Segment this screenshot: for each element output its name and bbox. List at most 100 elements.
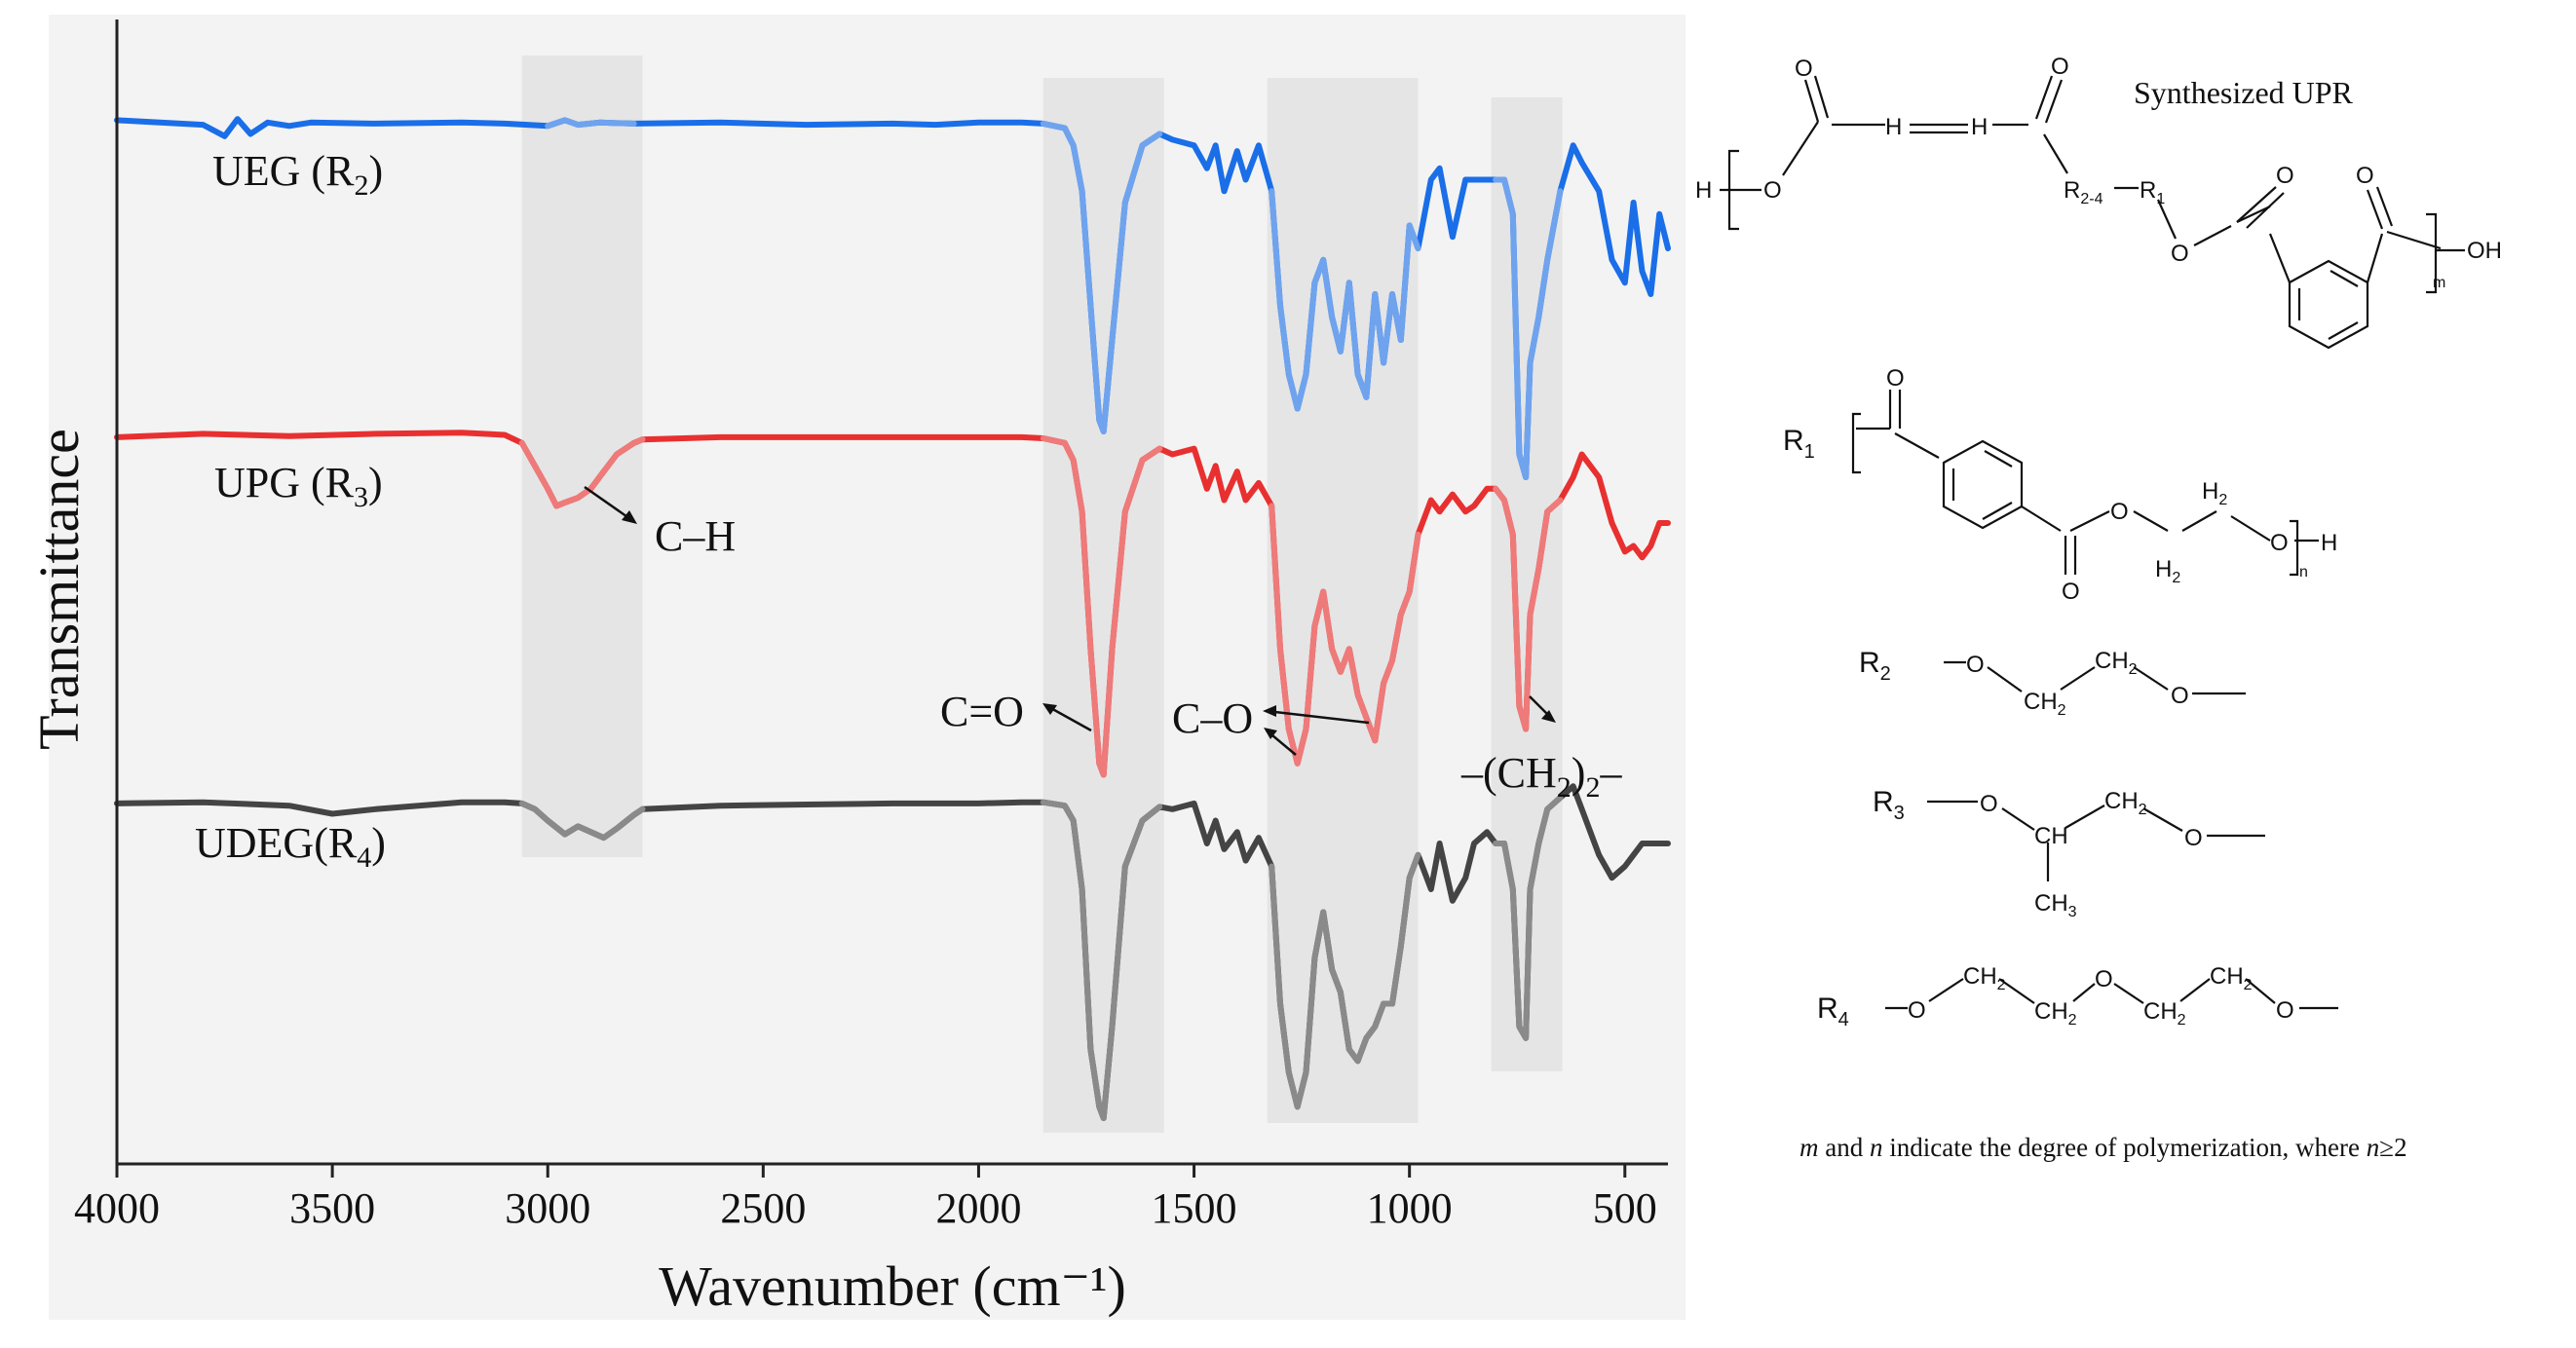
upr-o-top1: O: [1795, 56, 1813, 82]
x-tick-label-1000: 1000: [1367, 1184, 1453, 1232]
arrowhead-co-double: [1042, 703, 1057, 715]
upr-ch1: H: [1885, 114, 1902, 140]
ring-double-2: [2328, 321, 2359, 340]
r2-o1: O: [1966, 652, 1985, 678]
structure-r4: [1885, 978, 2338, 1010]
series-band-segment-2-3: [1493, 795, 1564, 1041]
highlight-bands: [521, 56, 1563, 1133]
series-band-segment-0-0: [545, 117, 637, 130]
r1-bond-ring: [1894, 432, 1940, 459]
structure-r2: [1944, 660, 2246, 695]
r1-bond-c: [2021, 506, 2062, 532]
r3-o2: O: [2184, 825, 2203, 851]
bond-c5-ring: [2236, 206, 2271, 223]
x-tick-label-2500: 2500: [720, 1184, 806, 1232]
upr-h: H: [1695, 177, 1712, 204]
series-label-udeg: UDEG(R4): [195, 819, 386, 874]
r1-label: R1: [1783, 425, 1815, 463]
upr-ch2: H: [1971, 114, 1988, 140]
r3-label: R3: [1873, 786, 1905, 824]
series-band-segment-2-2: [1269, 851, 1421, 1110]
arrow-ch: [584, 485, 634, 523]
arrow-co-single-1: [1266, 709, 1370, 725]
upr-o-top2: O: [2051, 54, 2069, 80]
r1-ring-d3: [1984, 450, 2013, 468]
bond-c4-r: [2043, 133, 2068, 174]
arrowhead-co-single-1: [1263, 705, 1276, 717]
r1-h-end: H: [2321, 530, 2337, 556]
structure-r1: [1851, 390, 2319, 577]
bond-c1-o-2: [1813, 75, 1830, 119]
x-ticks: 4000 3500 3000 2500 2000 1500 1000 500: [74, 1164, 1657, 1232]
r2-bond-3: [2060, 666, 2096, 691]
plot-background: [49, 15, 1686, 1320]
arrowhead-co-single-2: [1264, 728, 1277, 739]
upr-o-link: O: [2171, 241, 2189, 267]
r2-bond-4: [2133, 666, 2169, 691]
bond-ring-c5: [2268, 233, 2292, 283]
structure-r2-labels: R2 O CH2 CH2 O: [1859, 647, 2189, 719]
r1-bracket-right: [2290, 519, 2299, 577]
r1-o-top: O: [1886, 365, 1905, 392]
upr-o-ester: O: [1763, 177, 1782, 204]
r1-bond-ch2: [2133, 510, 2169, 532]
r1-ring-d2: [1982, 502, 2013, 520]
annotation-co-double: C=O: [940, 688, 1024, 735]
bond-c6-bracket: [2386, 230, 2442, 250]
x-tick-label-3500: 3500: [289, 1184, 375, 1232]
r2-bond-2: [1987, 666, 2023, 693]
benzene-ring-upr: [2288, 259, 2369, 350]
x-tick-label-1500: 1500: [1152, 1184, 1237, 1232]
x-tick-label-500: 500: [1593, 1184, 1657, 1232]
annotation-co-single: C–O: [1172, 694, 1253, 742]
arrowhead-ch2: [1541, 710, 1556, 723]
r4-o-mid: O: [2095, 966, 2113, 992]
r1-bond-o-chain: [2069, 510, 2110, 532]
r4-bond-6: [2179, 978, 2211, 1002]
bond-c5-o-2: [2246, 192, 2285, 229]
y-axis-title: Transmittance: [27, 429, 91, 750]
benzene-ring-r1: [1942, 439, 2024, 530]
structure-r1-labels: R1 O O O H2 H2 O H n: [1783, 365, 2337, 605]
r1-o-bottom: O: [2062, 579, 2080, 605]
r1-n: n: [2299, 564, 2308, 580]
bond-r1-o: [2156, 199, 2178, 240]
r3-bond-4: [2142, 807, 2183, 832]
decor-none: [1832, 44, 1841, 83]
bracket-right: [2426, 212, 2438, 294]
r2-o2: O: [2171, 683, 2189, 709]
footnote: m and n indicate the degree of polymeriz…: [1799, 1133, 2407, 1162]
r4-o2: O: [2276, 997, 2294, 1024]
r4-label: R4: [1817, 992, 1849, 1030]
r3-ch: CH: [2034, 823, 2068, 849]
r4-o1: O: [1908, 997, 1926, 1024]
x-axis-title: Wavenumber (cm⁻¹): [659, 1254, 1126, 1318]
r3-ch3: CH3: [2034, 890, 2077, 920]
series-band-segment-2-0: [518, 800, 646, 842]
r4-bond-2: [1928, 978, 1964, 1002]
r1-h2-top: H2: [2202, 478, 2227, 508]
series-label-ueg: UEG (R2): [212, 147, 383, 202]
arrowhead-ch: [622, 510, 637, 524]
upr-m: m: [2433, 275, 2445, 291]
r2-ch2-a: CH2: [2024, 689, 2066, 719]
upr-o-ring2: O: [2356, 163, 2374, 189]
r1-o-end: O: [2270, 530, 2289, 556]
r4-bond-5: [2113, 983, 2144, 1004]
bond-o-c5: [2193, 225, 2232, 246]
x-tick-label-3000: 3000: [505, 1184, 590, 1232]
r4-ch2-b: CH2: [2034, 998, 2077, 1029]
r3-bond-3: [2065, 805, 2105, 829]
r4-ch2-a: CH2: [1963, 963, 2006, 993]
series-band-segment-0-3: [1493, 176, 1564, 480]
bond-o-c1: [1782, 121, 1819, 176]
r1-o-chain: O: [2110, 499, 2129, 525]
band-0: [521, 56, 643, 857]
r1-bracket-left: [1851, 412, 1861, 474]
bond-c5-o: [2236, 186, 2277, 223]
x-tick-label-2000: 2000: [935, 1184, 1021, 1232]
r3-o1: O: [1980, 791, 1998, 817]
r3-ch2: CH2: [2104, 788, 2147, 818]
